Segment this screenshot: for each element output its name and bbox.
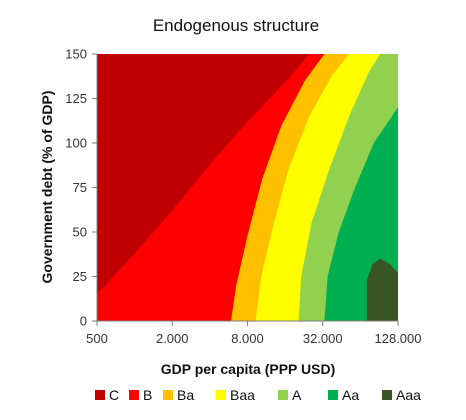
y-tick-label: 25 bbox=[73, 269, 87, 284]
region-aaa bbox=[366, 258, 398, 321]
legend-label: B bbox=[143, 387, 152, 403]
y-tick-label: 0 bbox=[80, 314, 87, 329]
legend-item-a: A bbox=[278, 387, 302, 403]
legend: C B Ba Baa A Aa Aaa bbox=[95, 387, 421, 403]
legend-label: Aaa bbox=[396, 387, 421, 403]
y-tick-label: 150 bbox=[65, 47, 87, 62]
y-tick-label: 125 bbox=[65, 91, 87, 106]
legend-swatch bbox=[129, 390, 139, 400]
legend-label: A bbox=[292, 387, 302, 403]
x-tick-label: 128.000 bbox=[375, 331, 422, 346]
legend-swatch bbox=[216, 390, 226, 400]
y-tick-label: 50 bbox=[73, 225, 87, 240]
legend-swatch bbox=[95, 390, 105, 400]
y-axis-title: Government debt (% of GDP) bbox=[39, 91, 55, 284]
legend-swatch bbox=[163, 390, 173, 400]
legend-item-ba: Ba bbox=[163, 387, 194, 403]
x-axis-title: GDP per capita (PPP USD) bbox=[161, 361, 336, 377]
legend-label: Aa bbox=[342, 387, 359, 403]
x-tick-label: 2.000 bbox=[156, 331, 189, 346]
legend-item-c: C bbox=[95, 387, 119, 403]
x-tick-label: 500 bbox=[86, 331, 108, 346]
legend-item-aaa: Aaa bbox=[382, 387, 421, 403]
legend-swatch bbox=[382, 390, 392, 400]
legend-item-aa: Aa bbox=[328, 387, 359, 403]
legend-item-baa: Baa bbox=[216, 387, 255, 403]
y-tick-label: 100 bbox=[65, 136, 87, 151]
chart-title: Endogenous structure bbox=[153, 16, 319, 35]
x-tick-label: 8.000 bbox=[231, 331, 264, 346]
legend-swatch bbox=[328, 390, 338, 400]
y-tick-label: 75 bbox=[73, 180, 87, 195]
legend-item-b: B bbox=[129, 387, 152, 403]
legend-label: C bbox=[109, 387, 119, 403]
legend-label: Baa bbox=[230, 387, 255, 403]
legend-label: Ba bbox=[177, 387, 194, 403]
legend-swatch bbox=[278, 390, 288, 400]
x-tick-label: 32.000 bbox=[303, 331, 343, 346]
